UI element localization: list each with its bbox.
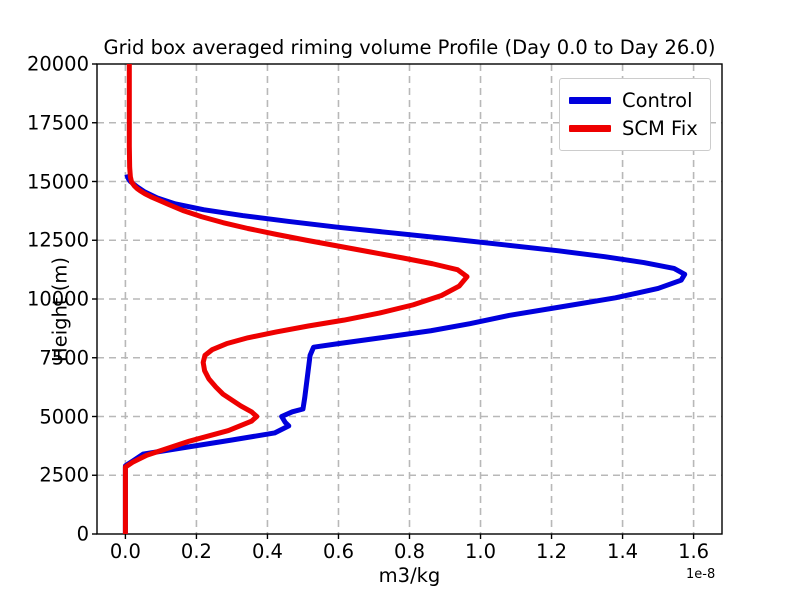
x-axis-label: m3/kg (378, 564, 441, 587)
x-tick-label: 0.0 (109, 540, 141, 563)
x-tick-label: 1.0 (465, 540, 497, 563)
axis-ticks (92, 63, 695, 539)
legend-swatch-control (569, 96, 611, 104)
y-tick-label: 7500 (39, 346, 89, 370)
y-tick-label: 5000 (39, 405, 89, 428)
x-axis-exponent-label: 1e-8 (686, 567, 716, 582)
y-tick-label: 0 (76, 522, 89, 546)
series-line-scm-fix (122, 64, 470, 534)
y-tick-label: 12500 (26, 228, 89, 252)
y-tick-label: 17500 (26, 111, 89, 135)
legend-label-scm-fix: SCM Fix (622, 116, 698, 140)
x-tick-label: 1.4 (607, 540, 639, 563)
y-tick-label: 10000 (26, 287, 89, 311)
x-tick-label: 1.2 (536, 540, 568, 563)
y-tick-label: 2500 (39, 463, 89, 487)
legend-item-scm-fix[interactable]: SCM Fix (569, 114, 701, 142)
x-tick-label: 1.6 (678, 540, 710, 563)
grid-lines (97, 64, 722, 534)
x-tick-label: 0.6 (322, 540, 354, 563)
y-tick-label: 15000 (26, 170, 89, 193)
legend-label-control: Control (622, 88, 693, 112)
chart-legend: Control SCM Fix (559, 78, 711, 151)
x-tick-label: 0.2 (180, 540, 212, 563)
legend-item-control[interactable]: Control (569, 86, 701, 114)
chart-title: Grid box averaged riming volume Profile … (103, 36, 716, 59)
x-tick-label: 0.4 (251, 540, 283, 563)
y-tick-label: 20000 (26, 52, 89, 76)
x-tick-label: 0.8 (393, 540, 426, 563)
data-series (122, 64, 688, 534)
legend-swatch-scm-fix (569, 124, 611, 132)
y-axis-tick-labels: 0 2500 5000 7500 10000 12500 15000 17500 20000 (0, 0, 89, 600)
plot-frame (96, 63, 723, 535)
